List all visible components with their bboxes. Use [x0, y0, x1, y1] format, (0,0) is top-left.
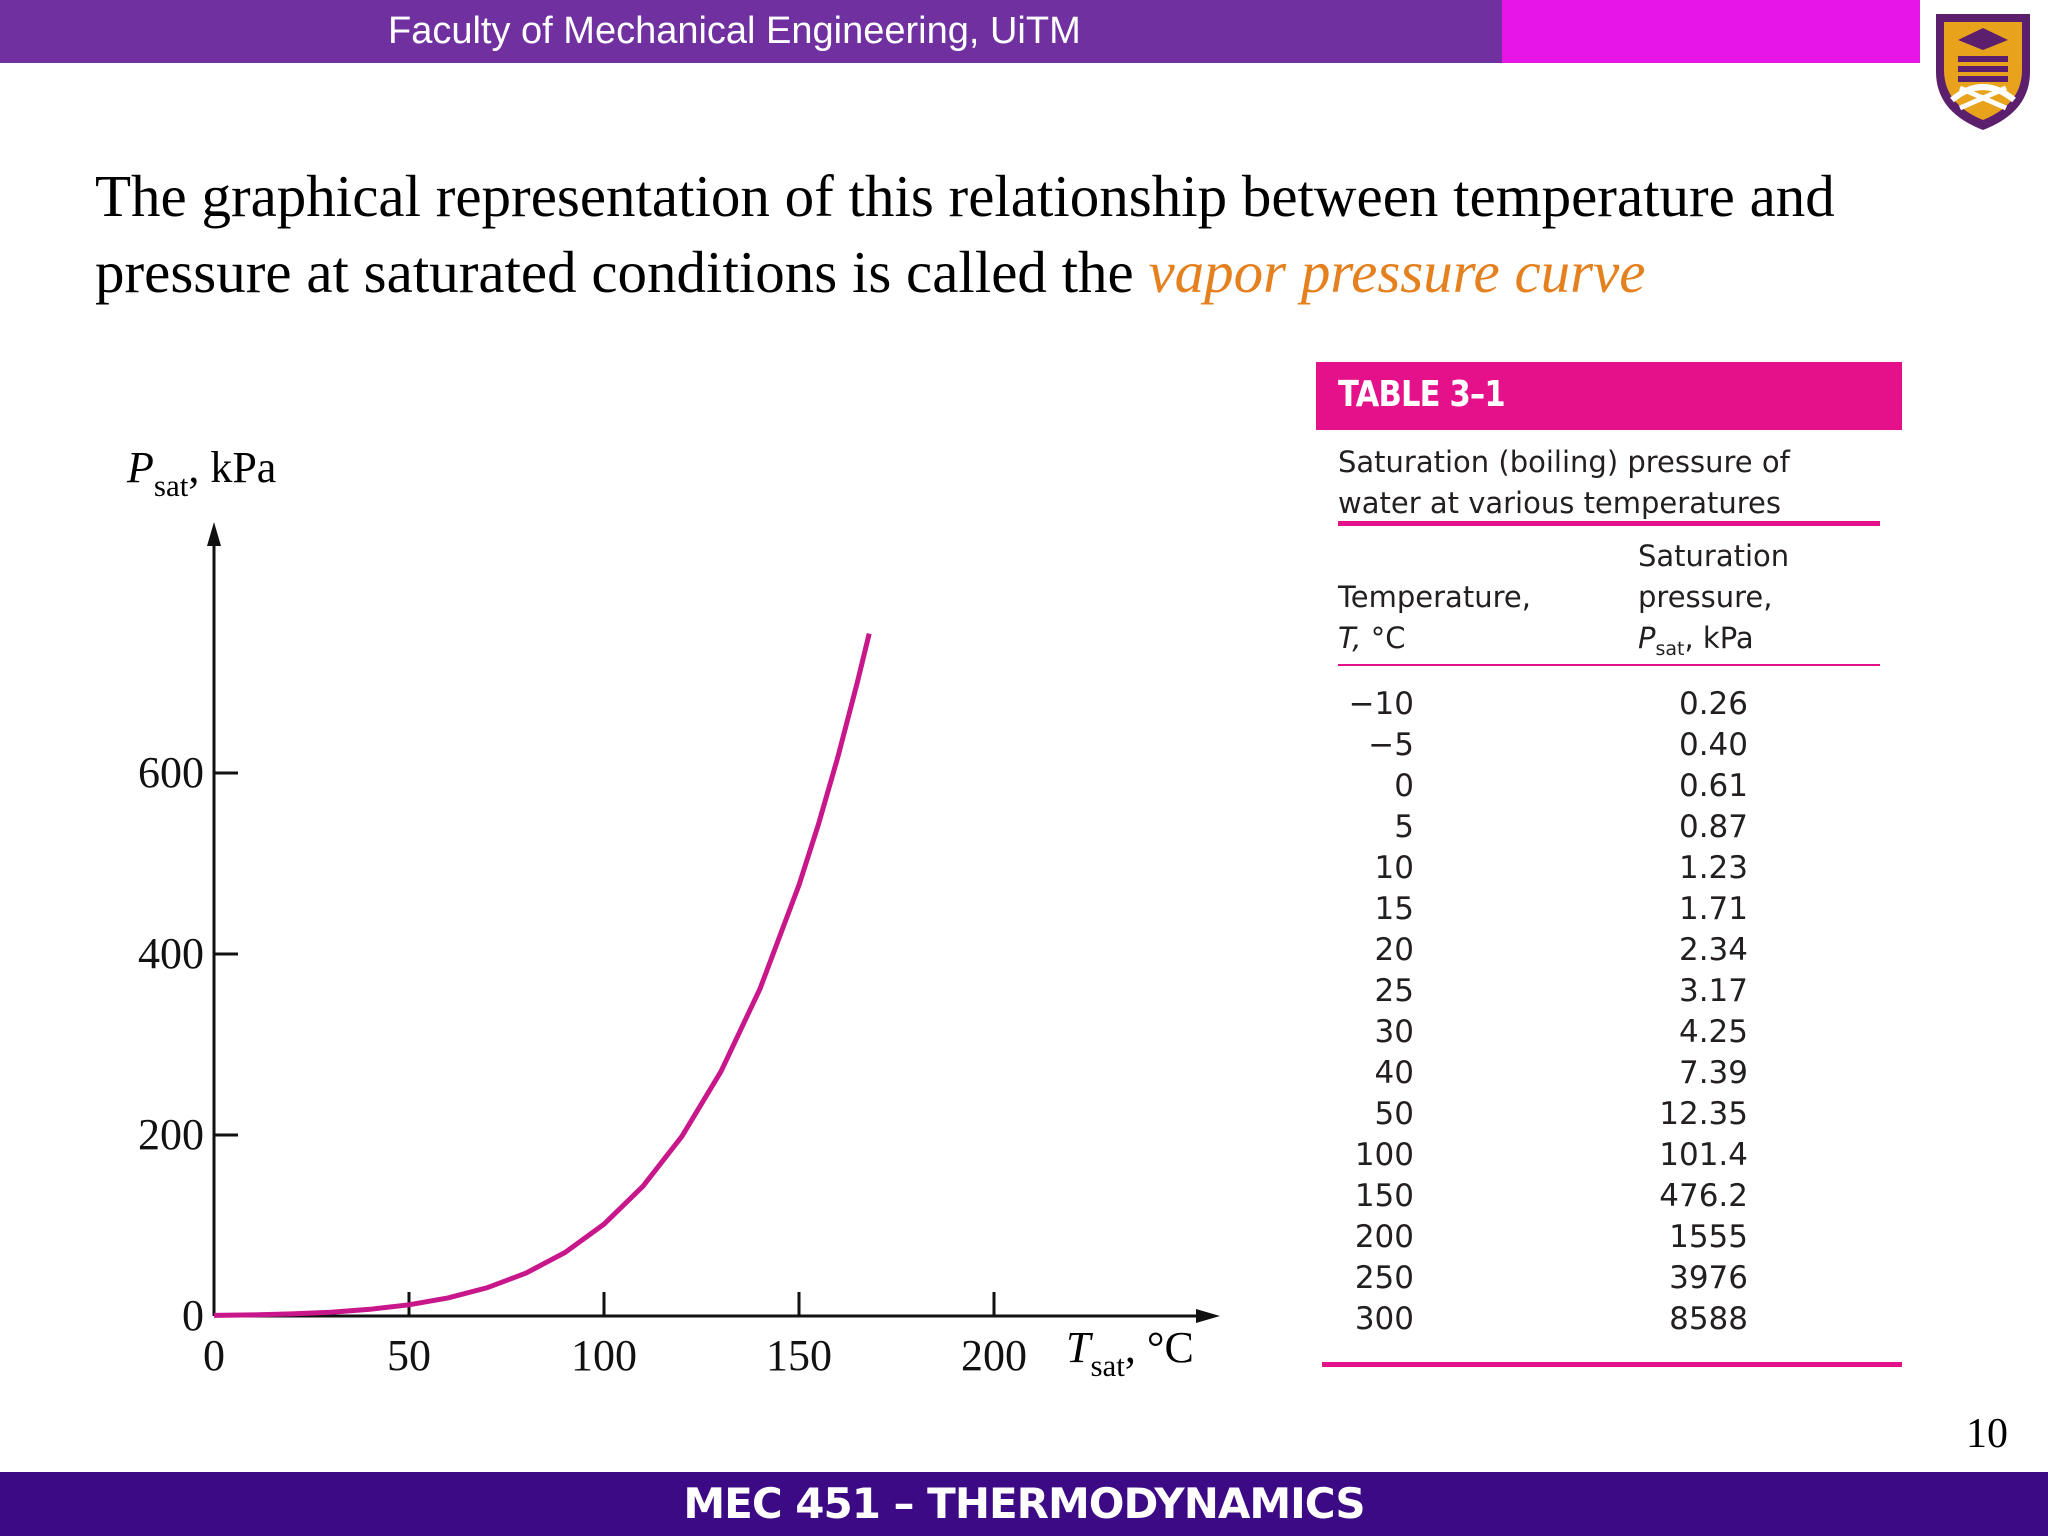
pressure-cell: 8588 [1669, 1301, 1748, 1337]
table-caption: Saturation (boiling) pressure of water a… [1338, 442, 1898, 524]
temperature-cell: 250 [1354, 1260, 1414, 1296]
footer-title: MEC 451 – THERMODYNAMICS [683, 1479, 1365, 1528]
y-axis-label: Psat, kPa [126, 443, 276, 503]
temperature-cell: 40 [1374, 1055, 1414, 1091]
pressure-cell: 4.25 [1678, 1014, 1748, 1050]
x-axis-label: Tsat, °C [1066, 1323, 1194, 1383]
table-title-bar [1316, 362, 1902, 430]
table-divider [1338, 521, 1880, 526]
y-tick-label: 600 [138, 748, 204, 797]
pressure-cell: 2.34 [1678, 932, 1748, 968]
table-row: 40 7.39 [1338, 1053, 1880, 1094]
pressure-cell: 12.35 [1659, 1096, 1748, 1132]
y-tick-label: 200 [138, 1110, 204, 1159]
vapor-pressure-curve [213, 633, 872, 1318]
x-axis-arrow [1196, 1309, 1220, 1323]
temperature-cell: 300 [1354, 1301, 1414, 1337]
column-header-pressure: Saturation pressure, Psat, kPa [1638, 536, 1789, 670]
heading-highlight: vapor pressure curve [1148, 239, 1646, 305]
table-row: 150 476.2 [1338, 1176, 1880, 1217]
table-row: 50 12.35 [1338, 1094, 1880, 1135]
temperature-cell: 20 [1374, 932, 1414, 968]
vapor-pressure-chart: 0 200 400 600 0 50 100 150 200 Psat, kPa Tsat, °… [126, 443, 1220, 1383]
table-header-divider [1338, 664, 1880, 666]
table-row: 30 4.25 [1338, 1012, 1880, 1053]
pressure-cell: 101.4 [1659, 1137, 1748, 1173]
temperature-cell: 100 [1354, 1137, 1414, 1173]
table-row: −5 0.40 [1338, 725, 1880, 766]
table-caption-line: water at various temperatures [1338, 486, 1781, 520]
column-header-text: pressure, [1638, 580, 1773, 614]
pressure-cell: 476.2 [1659, 1178, 1748, 1214]
footer-band [0, 1472, 2048, 1536]
header-band [0, 0, 1502, 63]
column-header-text: Temperature, [1338, 580, 1531, 614]
x-tick-label: 200 [961, 1331, 1027, 1380]
slide-heading: The graphical representation of this rel… [95, 158, 1995, 310]
temperature-cell: 200 [1354, 1219, 1414, 1255]
saturation-table: TABLE 3–1 Saturation (boiling) pressure … [1316, 362, 1902, 1374]
table-row: 300 8588 [1338, 1299, 1880, 1340]
pressure-cell: 0.40 [1678, 727, 1748, 763]
pressure-cell: 7.39 [1678, 1055, 1748, 1091]
x-tick-label: 50 [387, 1331, 431, 1380]
temperature-cell: 50 [1374, 1096, 1414, 1132]
table-row: 5 0.87 [1338, 807, 1880, 848]
x-tick-label: 100 [571, 1331, 637, 1380]
temperature-cell: 10 [1374, 850, 1414, 886]
column-header-text: Saturation [1638, 539, 1790, 573]
table-row: 25 3.17 [1338, 971, 1880, 1012]
temperature-cell: −5 [1368, 727, 1414, 763]
y-tick-label: 400 [138, 929, 204, 978]
uitm-crest-icon [1930, 8, 2036, 132]
temperature-cell: 150 [1354, 1178, 1414, 1214]
column-header-unit: Psat, kPa [1638, 621, 1754, 660]
header-title: Faculty of Mechanical Engineering, UiTM [388, 10, 1081, 52]
pressure-cell: 0.26 [1678, 686, 1748, 722]
pressure-cell: 1.71 [1678, 891, 1748, 927]
table-row: 250 3976 [1338, 1258, 1880, 1299]
table-caption-line: Saturation (boiling) pressure of [1338, 445, 1790, 479]
column-header-unit: T, °C [1338, 621, 1406, 655]
x-tick-label: 0 [203, 1331, 225, 1380]
table-row: 100 101.4 [1338, 1135, 1880, 1176]
table-row: −10 0.26 [1338, 684, 1880, 725]
table-row: 10 1.23 [1338, 848, 1880, 889]
pressure-cell: 1555 [1669, 1219, 1748, 1255]
table-bottom-rule [1322, 1362, 1902, 1367]
pressure-cell: 1.23 [1678, 850, 1748, 886]
header-accent [1502, 0, 1920, 63]
temperature-cell: 25 [1374, 973, 1414, 1009]
pressure-cell: 0.87 [1678, 809, 1748, 845]
column-header-temperature: Temperature, T, °C [1338, 577, 1531, 659]
table-row: 15 1.71 [1338, 889, 1880, 930]
x-tick-label: 150 [766, 1331, 832, 1380]
y-tick-label: 0 [182, 1291, 204, 1340]
temperature-cell: 0 [1394, 768, 1414, 804]
table-title: TABLE 3–1 [1338, 374, 1506, 415]
page-number: 10 [1966, 1411, 2008, 1457]
table-row: 200 1555 [1338, 1217, 1880, 1258]
temperature-cell: 15 [1374, 891, 1414, 927]
pressure-cell: 3.17 [1678, 973, 1748, 1009]
y-axis-arrow [207, 522, 221, 546]
pressure-cell: 0.61 [1678, 768, 1748, 804]
table-row: 0 0.61 [1338, 766, 1880, 807]
temperature-cell: 30 [1374, 1014, 1414, 1050]
temperature-cell: 5 [1394, 809, 1414, 845]
table-body: −10 0.26 −5 0.40 0 0.61 5 0.87 10 1.23 15 1.71 20 2.3… [1338, 684, 1880, 1340]
heading-text: The graphical representation of this rel… [95, 163, 1835, 305]
pressure-cell: 3976 [1669, 1260, 1748, 1296]
temperature-cell: −10 [1348, 686, 1414, 722]
table-row: 20 2.34 [1338, 930, 1880, 971]
